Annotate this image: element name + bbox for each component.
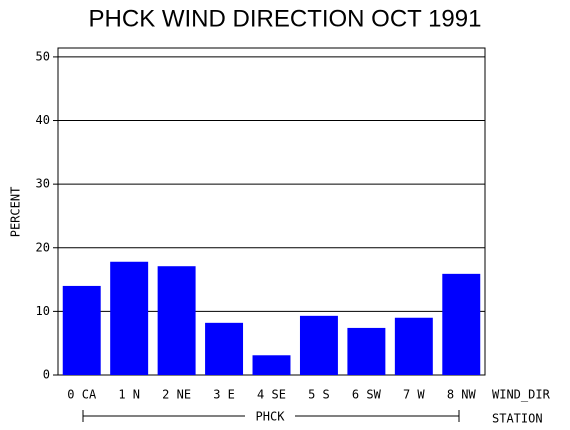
bar <box>157 266 196 375</box>
x-tick-label: 7 W <box>403 388 425 402</box>
group-axis-label: STATION <box>492 412 543 426</box>
y-tick-label: 30 <box>36 177 50 191</box>
y-tick-label: 40 <box>36 113 50 127</box>
y-tick-label: 20 <box>36 240 50 254</box>
chart-title: PHCK WIND DIRECTION OCT 1991 <box>89 5 482 32</box>
bar <box>442 273 481 375</box>
group-label: PHCK <box>256 410 286 424</box>
bar <box>252 355 291 375</box>
bar <box>110 261 149 375</box>
x-tick-label: 2 NE <box>162 388 191 402</box>
bar <box>205 322 244 375</box>
bar <box>394 317 433 375</box>
x-tick-label: 5 S <box>308 388 330 402</box>
x-tick-label: 4 SE <box>257 388 286 402</box>
y-tick-label: 10 <box>36 304 50 318</box>
y-axis-label: PERCENT <box>9 187 23 238</box>
x-tick-label: 1 N <box>118 388 140 402</box>
bar <box>299 315 338 375</box>
bar <box>347 327 386 375</box>
x-tick-label: 8 NW <box>447 388 477 402</box>
x-tick-label: 6 SW <box>352 388 382 402</box>
bar <box>62 285 101 375</box>
group-label-bg <box>245 409 295 423</box>
x-tick-label: 3 E <box>213 388 235 402</box>
y-tick-label: 50 <box>36 49 50 63</box>
x-tick-label: 0 CA <box>67 388 97 402</box>
x-axis-label: WIND_DIR <box>492 388 551 402</box>
y-tick-label: 0 <box>43 368 50 382</box>
